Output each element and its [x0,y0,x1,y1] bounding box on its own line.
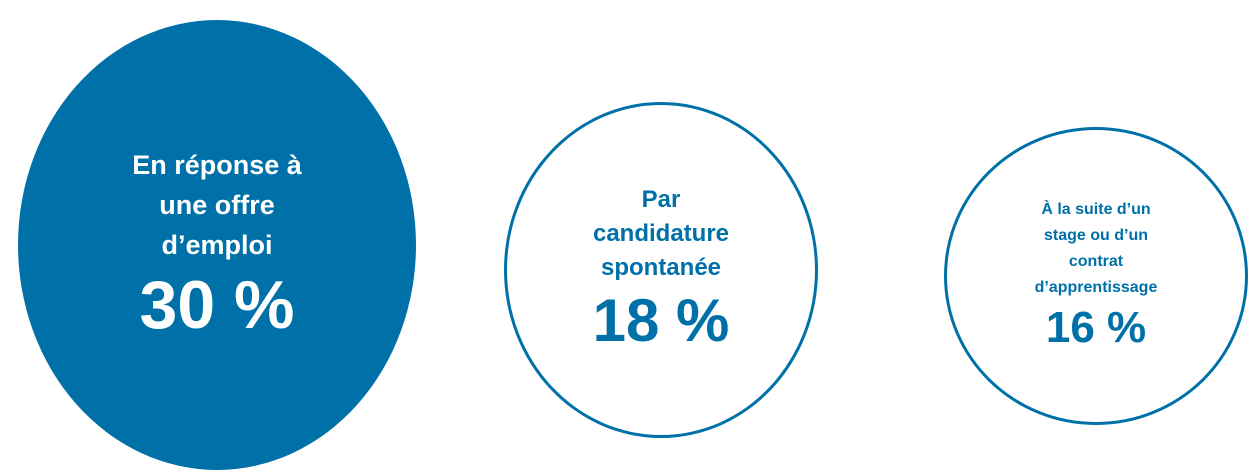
stat-label: une offre [159,190,275,220]
stat-value: 30 % [139,267,295,343]
stat-circle: Par candidature spontanée 18 % [504,102,818,438]
stat-label: d’apprentissage [1034,279,1158,296]
stat-label: En réponse à [132,150,302,180]
stat-label: candidature [592,220,730,247]
stat-circle: En réponse à une offre d’emploi 30 % [18,20,416,470]
stat-label: spontanée [600,254,722,281]
stat-label: d’emploi [161,230,273,260]
stat-label: contrat [1068,253,1124,270]
stat-circle: À la suite d’un stage ou d’un contrat d’app… [944,127,1248,425]
stat-label: À la suite d’un [1041,201,1151,218]
stat-value: 16 % [1045,303,1147,352]
stat-value: 18 % [592,287,730,354]
stat-label: Par [641,186,681,213]
stat-label: stage ou d’un [1044,227,1148,244]
